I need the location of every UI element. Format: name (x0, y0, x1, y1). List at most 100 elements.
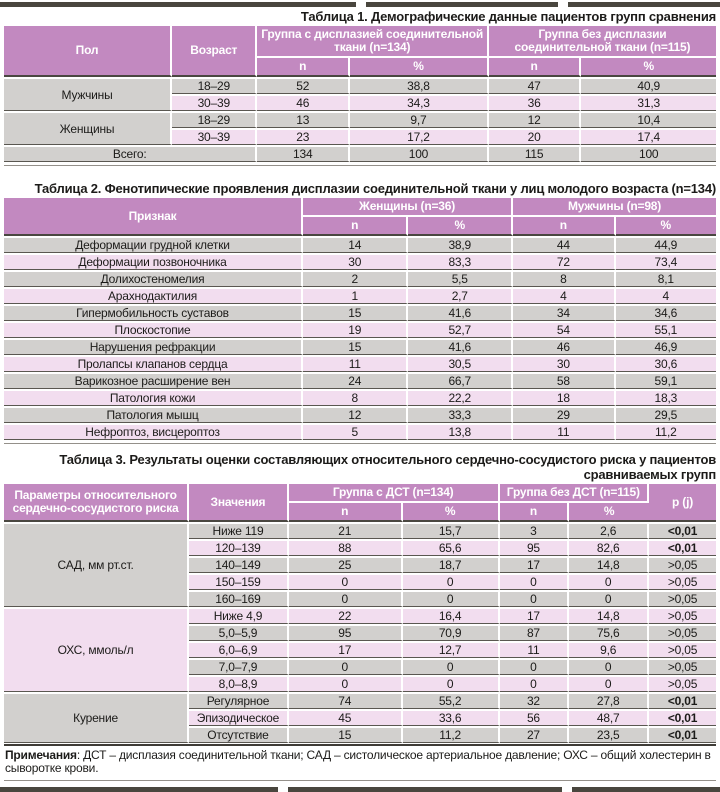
cell-g1n: 88 (288, 539, 403, 556)
feature-label: Деформации грудной клетки (4, 236, 304, 253)
cell-g1n: 0 (288, 573, 403, 590)
cell-g1pct: 38,8 (350, 77, 489, 94)
cell-g2n: 11 (499, 641, 570, 658)
cell-g1n: 11 (303, 355, 409, 372)
param-group-label: САД, мм рт.ст. (4, 522, 190, 607)
table-row: Деформации позвоночника 30 83,3 72 73,4 (4, 253, 716, 270)
table-row: 160–169 0 0 0 0 >0,05 (4, 590, 716, 607)
table2-header-row: Признак Женщины (n=36) Мужчины (n=98) (4, 198, 716, 236)
cell-g2pct: 46,9 (615, 338, 716, 355)
table-row: Эпизодическое 45 33,6 56 48,7 <0,01 (4, 709, 716, 726)
cell-g2n: 44 (513, 236, 616, 253)
value-label: 6,0–6,9 (189, 641, 289, 658)
cell-g1pct: 65,6 (402, 539, 500, 556)
cell-p-value: >0,05 (649, 624, 716, 641)
cell-g1pct: 30,5 (408, 355, 514, 372)
age-cell: 18–29 (172, 111, 258, 128)
table2-phenotypes: Признак Женщины (n=36) Мужчины (n=98) n … (4, 198, 716, 444)
cell-p-value: >0,05 (649, 658, 716, 675)
cell-g1n: 19 (303, 321, 409, 338)
table1-demographics: Пол Возраст Группа с дисплазией соединит… (4, 26, 716, 166)
cell-g1pct: 0 (402, 658, 500, 675)
page-edge-bar (366, 2, 558, 7)
cell-g1pct: 0 (402, 573, 500, 590)
cell-g1pct: 38,9 (408, 236, 514, 253)
table1-title: Таблица 1. Демографические данные пациен… (300, 9, 716, 24)
cell-g1pct: 41,6 (408, 338, 514, 355)
col-header-n: n (513, 215, 616, 236)
cell-p-value: <0,01 (649, 692, 716, 709)
value-label: 160–169 (189, 590, 289, 607)
table2-subheader-row: n % n % (4, 215, 716, 236)
table-notes: Примечания: ДСТ – дисплазия соединительн… (4, 744, 716, 777)
cell-g1pct: 0 (402, 675, 500, 692)
cell-p-value: >0,05 (649, 641, 716, 658)
cell-g2pct: 29,5 (615, 406, 716, 423)
cell-p-value: >0,05 (649, 590, 716, 607)
cell-g2pct: 14,8 (569, 607, 650, 624)
cell-g1pct: 41,6 (408, 304, 514, 321)
col-header-n: n (488, 56, 582, 77)
col-header-group1: Группа с дисплазией соединительной ткани… (257, 26, 489, 56)
cell-g2pct: 44,9 (615, 236, 716, 253)
cell-g2n: 0 (499, 658, 570, 675)
table1-subheader-row: n % n % (4, 56, 716, 77)
col-header-pct: % (615, 215, 716, 236)
cell-g2n: 11 (513, 423, 616, 440)
value-label: 8,0–8,9 (189, 675, 289, 692)
age-cell: 30–39 (172, 128, 258, 145)
table-row: Отсутствие 15 11,2 27 23,5 <0,01 (4, 726, 716, 743)
feature-label: Нарушения рефракции (4, 338, 304, 355)
value-label: 120–139 (189, 539, 289, 556)
value-label: Эпизодическое (189, 709, 289, 726)
cell-p-value: <0,01 (649, 539, 716, 556)
cell-g1n: 5 (303, 423, 409, 440)
table-row: Патология мышц 12 33,3 29 29,5 (4, 406, 716, 423)
cell-g1n: 24 (303, 372, 409, 389)
sex-label: Мужчины (4, 77, 173, 111)
table-row: 6,0–6,9 17 12,7 11 9,6 >0,05 (4, 641, 716, 658)
cell-g1n: 95 (288, 624, 403, 641)
cell-g2n: 3 (499, 522, 570, 539)
cell-g2pct: 9,6 (569, 641, 650, 658)
cell-g2pct: 40,9 (581, 77, 716, 94)
table-row: Долихостеномелия 2 5,5 8 8,1 (4, 270, 716, 287)
cell-g2pct: 59,1 (615, 372, 716, 389)
feature-label: Долихостеномелия (4, 270, 304, 287)
cell-g2n: 47 (488, 77, 582, 94)
cell-g2pct: 48,7 (569, 709, 650, 726)
cell-g2n: 87 (499, 624, 570, 641)
cell-g2n: 46 (513, 338, 616, 355)
cell-g1n: 21 (288, 522, 403, 539)
table-row: Нарушения рефракции 15 41,6 46 46,9 (4, 338, 716, 355)
notes-text: : ДСТ – дисплазия соединительной ткани; … (5, 748, 711, 775)
cell-p-value: >0,05 (649, 556, 716, 573)
cell-g1pct: 66,7 (408, 372, 514, 389)
cell-g2pct: 18,3 (615, 389, 716, 406)
cell-g1n: 15 (288, 726, 403, 743)
feature-label: Патология кожи (4, 389, 304, 406)
cell-p-value: <0,01 (649, 709, 716, 726)
cell-g1n: 15 (303, 304, 409, 321)
cell-g1n: 17 (288, 641, 403, 658)
cell-g2n: 30 (513, 355, 616, 372)
cell-g1pct: 18,7 (402, 556, 500, 573)
cell-p-value: >0,05 (649, 675, 716, 692)
cell-g2pct: 27,8 (569, 692, 650, 709)
page-edge-bar (568, 2, 720, 7)
cell-g2pct: 73,4 (615, 253, 716, 270)
table2-title: Таблица 2. Фенотипические проявления дис… (34, 181, 717, 196)
table-row: 120–139 88 65,6 95 82,6 <0,01 (4, 539, 716, 556)
table-row: Женщины 18–29 13 9,7 12 10,4 (4, 111, 716, 145)
cell-g2pct: 55,1 (615, 321, 716, 338)
cell-p-value: >0,05 (649, 607, 716, 624)
cell-g1n: 22 (288, 607, 403, 624)
cell-g1pct: 13,8 (408, 423, 514, 440)
cell-g1pct: 16,4 (402, 607, 500, 624)
cell-g2n: 8 (513, 270, 616, 287)
cell-g1n: 134 (257, 145, 351, 162)
value-label: Отсутствие (189, 726, 289, 743)
table-row: САД, мм рт.ст. Ниже 119 21 15,7 3 2,6 <0,01 (4, 522, 716, 607)
col-header-values: Значения (189, 484, 289, 522)
cell-g2n: 36 (488, 94, 582, 111)
